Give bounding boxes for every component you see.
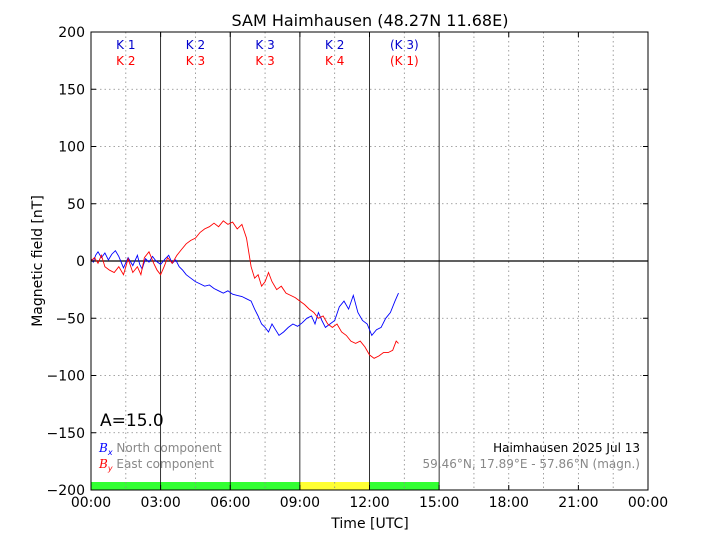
activity-bar-segment-3 bbox=[369, 482, 440, 490]
k-index-label: K 3 bbox=[186, 54, 205, 68]
activity-bar-segment-2 bbox=[299, 482, 370, 490]
y-tick-label: 100 bbox=[58, 140, 85, 156]
legend-entry-north: Bx North component bbox=[98, 441, 222, 457]
y-tick-label: −200 bbox=[47, 483, 85, 499]
x-tick-label: 18:00 bbox=[489, 495, 529, 511]
x-tick-label: 06:00 bbox=[210, 495, 250, 511]
x-axis-label: Time [UTC] bbox=[330, 516, 408, 532]
y-axis-label: Magnetic field [nT] bbox=[30, 195, 46, 327]
y-tick-label: 0 bbox=[76, 254, 85, 270]
series-line-east-component bbox=[90, 220, 399, 359]
y-tick-label: 50 bbox=[67, 197, 85, 213]
k-index-label: K 2 bbox=[325, 38, 344, 52]
activity-bar-segment-1 bbox=[91, 482, 300, 490]
x-tick-label: 21:00 bbox=[558, 495, 598, 511]
chart-title: SAM Haimhausen (48.27N 11.68E) bbox=[232, 11, 509, 30]
a-index-label: A=15.0 bbox=[100, 411, 164, 431]
x-tick-label: 03:00 bbox=[140, 495, 180, 511]
y-tick-label: 200 bbox=[58, 25, 85, 41]
k-index-label: K 2 bbox=[116, 54, 135, 68]
k-index-label: (K 3) bbox=[390, 38, 419, 52]
k-index-label: (K 1) bbox=[390, 54, 419, 68]
k-index-label: K 3 bbox=[255, 38, 274, 52]
legend-entry-east: By East component bbox=[98, 457, 214, 473]
legend-symbol: B bbox=[98, 457, 108, 471]
k-index-label: K 2 bbox=[186, 38, 205, 52]
y-tick-label: −150 bbox=[47, 426, 85, 442]
k-index-label: K 1 bbox=[116, 38, 135, 52]
x-tick-label: 09:00 bbox=[280, 495, 320, 511]
legend-subscript: y bbox=[107, 464, 113, 473]
series-line-north-component bbox=[90, 249, 399, 337]
k-index-label: K 3 bbox=[255, 54, 274, 68]
legend-subscript: x bbox=[107, 448, 113, 457]
x-tick-label: 00:00 bbox=[628, 495, 668, 511]
legend-symbol: B bbox=[98, 441, 108, 455]
x-tick-label: 00:00 bbox=[71, 495, 111, 511]
legend-label: North component bbox=[113, 441, 222, 455]
coordinates-label: 59.46°N, 17.89°E - 57.86°N (magn.) bbox=[423, 457, 640, 471]
station-date-label: Haimhausen 2025 Jul 13 bbox=[493, 441, 640, 455]
x-tick-label: 15:00 bbox=[419, 495, 459, 511]
y-tick-label: −50 bbox=[55, 311, 85, 327]
k-index-label: K 4 bbox=[325, 54, 344, 68]
x-tick-label: 12:00 bbox=[349, 495, 389, 511]
legend-label: East component bbox=[113, 457, 215, 471]
y-tick-label: −100 bbox=[47, 369, 85, 385]
y-tick-label: 150 bbox=[58, 82, 85, 98]
